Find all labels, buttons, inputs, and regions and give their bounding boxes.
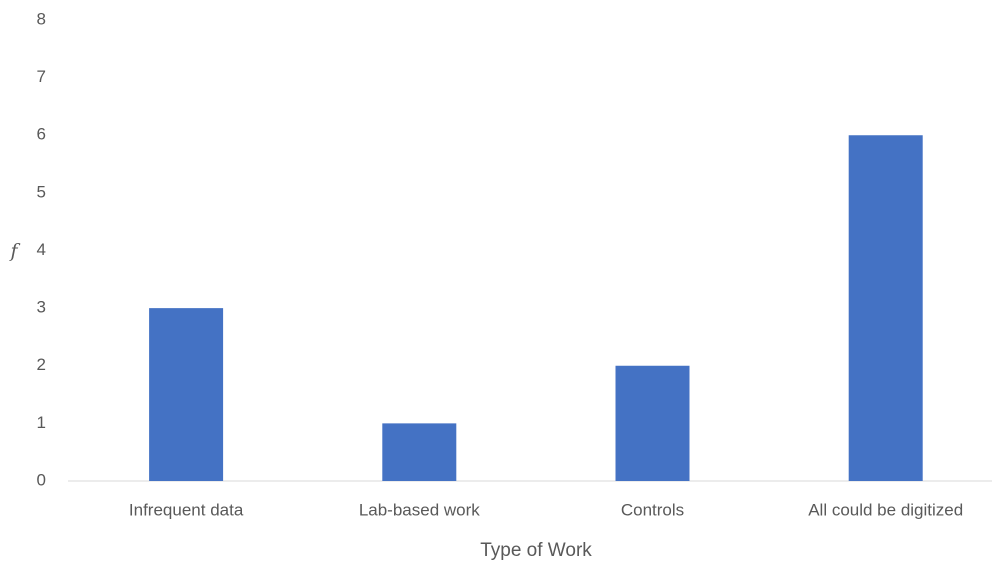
y-tick-label: 4: [37, 240, 46, 259]
y-tick-label: 2: [37, 355, 46, 374]
y-tick-label: 3: [37, 298, 46, 317]
y-tick-label: 5: [37, 182, 46, 201]
y-tick-label: 0: [37, 470, 46, 489]
bar: [382, 423, 457, 481]
x-tick-label: Lab-based work: [359, 500, 480, 519]
y-tick-label: 8: [37, 9, 46, 28]
x-tick-label: Controls: [621, 500, 684, 519]
y-tick-label: 6: [37, 125, 46, 144]
bar: [848, 135, 923, 481]
bar: [149, 308, 224, 481]
y-axis-title: f: [8, 240, 20, 262]
x-axis-title: Type of Work: [480, 540, 592, 561]
y-tick-label: 7: [37, 67, 46, 86]
x-tick-label: All could be digitized: [808, 500, 963, 519]
x-tick-label: Infrequent data: [129, 500, 244, 519]
y-tick-label: 1: [37, 413, 46, 432]
bar: [615, 365, 690, 481]
